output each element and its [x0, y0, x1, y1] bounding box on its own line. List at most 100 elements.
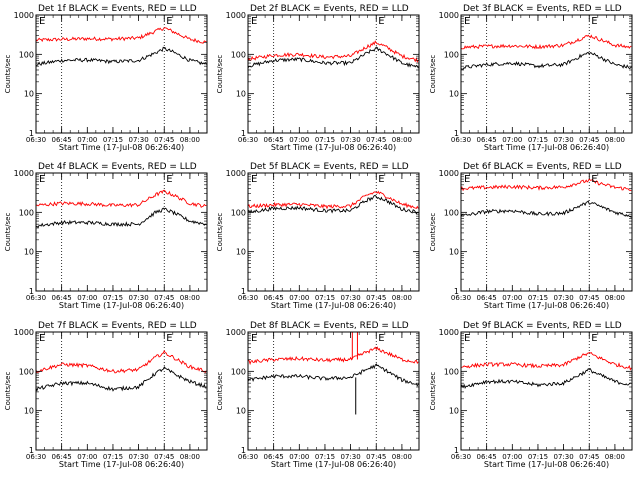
- y-tick-label: 1000: [226, 169, 246, 178]
- y-axis-label: Counts/sec: [4, 372, 12, 411]
- y-tick-label: 10: [24, 248, 34, 257]
- x-tick-label: 07:00: [502, 294, 522, 302]
- x-tick-label: 07:45: [154, 294, 174, 302]
- panel-det-9: Det 9f BLACK = Events, RED = LLD 1 10 100 10…: [429, 321, 633, 469]
- panel-det-1: Det 1f BLACK = Events, RED = LLD 1 10 100 10…: [4, 4, 208, 152]
- y-tick-label: 10: [24, 90, 34, 99]
- y-tick-label: 100: [444, 50, 459, 59]
- e-marker-label: E: [591, 333, 597, 344]
- y-tick-label: 100: [19, 208, 34, 217]
- y-tick-label: 10: [24, 407, 34, 416]
- y-axis-label: Counts/sec: [429, 55, 437, 94]
- x-tick-label: 07:15: [315, 294, 335, 302]
- x-tick-label: 07:30: [554, 453, 574, 461]
- plot-frame: [460, 14, 633, 134]
- x-tick-label: 06:30: [26, 136, 46, 144]
- y-tick-label: 1: [454, 129, 459, 138]
- x-axis-label: Start Time (17-Jul-08 06:26:40): [484, 143, 609, 152]
- y-tick-label: 1: [241, 129, 246, 138]
- panel-title: Det 1f BLACK = Events, RED = LLD: [38, 4, 197, 14]
- x-tick-label: 07:15: [528, 294, 548, 302]
- x-tick-label: 08:00: [605, 453, 625, 461]
- panel-det-6: Det 6f BLACK = Events, RED = LLD 1 10 100 10…: [429, 162, 633, 310]
- x-tick-label: 06:45: [477, 136, 497, 144]
- y-tick-label: 1: [29, 287, 34, 296]
- plot-frame: [35, 172, 208, 292]
- x-tick-label: 06:30: [451, 136, 471, 144]
- x-tick-label: 07:45: [154, 136, 174, 144]
- y-axis-label: Counts/sec: [4, 213, 12, 252]
- plot-frame: [460, 331, 633, 451]
- e-marker-label: E: [591, 16, 597, 27]
- x-tick-label: 07:30: [554, 294, 574, 302]
- events-series-line: [247, 46, 419, 69]
- y-tick-label: 10: [449, 90, 459, 99]
- x-axis-label: Start Time (17-Jul-08 06:26:40): [271, 143, 396, 152]
- x-tick-label: 07:45: [579, 453, 599, 461]
- e-marker-label: E: [378, 333, 384, 344]
- x-tick-label: 07:15: [528, 136, 548, 144]
- x-tick-label: 08:00: [180, 136, 200, 144]
- y-tick-label: 1000: [14, 328, 34, 337]
- x-tick-label: 07:45: [366, 453, 386, 461]
- x-tick-label: 06:30: [451, 294, 471, 302]
- x-tick-label: 07:30: [129, 453, 149, 461]
- e-marker-label: E: [251, 174, 257, 185]
- x-tick-label: 06:30: [451, 453, 471, 461]
- lld-series-line: [460, 34, 632, 50]
- x-tick-label: 07:15: [103, 136, 123, 144]
- y-tick-label: 100: [231, 50, 246, 59]
- x-tick-label: 07:30: [129, 136, 149, 144]
- e-marker-label: E: [464, 333, 470, 344]
- plot-frame: [247, 14, 420, 134]
- lld-series-line: [35, 27, 207, 44]
- y-tick-label: 100: [444, 208, 459, 217]
- x-tick-label: 06:30: [26, 453, 46, 461]
- panel-title: Det 6f BLACK = Events, RED = LLD: [463, 162, 622, 172]
- e-marker-label: E: [166, 16, 172, 27]
- panel-title: Det 3f BLACK = Events, RED = LLD: [463, 4, 622, 14]
- x-tick-label: 06:45: [264, 453, 284, 461]
- x-tick-label: 07:00: [77, 453, 97, 461]
- y-tick-label: 1000: [14, 169, 34, 178]
- x-tick-label: 07:15: [315, 453, 335, 461]
- panel-det-8: Det 8f BLACK = Events, RED = LLD 1 10 100 10…: [216, 321, 420, 469]
- y-tick-label: 10: [236, 248, 246, 257]
- x-tick-label: 06:30: [238, 294, 258, 302]
- x-axis-label: Start Time (17-Jul-08 06:26:40): [271, 460, 396, 469]
- y-tick-label: 100: [231, 208, 246, 217]
- x-tick-label: 07:30: [341, 136, 361, 144]
- panel-title: Det 7f BLACK = Events, RED = LLD: [38, 321, 197, 331]
- x-tick-label: 07:45: [154, 453, 174, 461]
- e-marker-label: E: [39, 333, 45, 344]
- x-tick-label: 08:00: [180, 294, 200, 302]
- x-axis-label: Start Time (17-Jul-08 06:26:40): [271, 301, 396, 310]
- x-tick-label: 07:30: [554, 136, 574, 144]
- y-axis-label: Counts/sec: [429, 213, 437, 252]
- x-tick-label: 07:30: [341, 453, 361, 461]
- x-tick-label: 06:30: [238, 136, 258, 144]
- lld-series-line: [247, 190, 419, 210]
- events-series-line: [460, 200, 632, 218]
- x-tick-label: 07:45: [579, 136, 599, 144]
- y-tick-label: 100: [444, 367, 459, 376]
- y-tick-label: 1000: [226, 328, 246, 337]
- x-axis-label: Start Time (17-Jul-08 06:26:40): [484, 301, 609, 310]
- x-tick-label: 07:00: [502, 453, 522, 461]
- x-tick-label: 08:00: [392, 136, 412, 144]
- x-tick-label: 07:00: [289, 294, 309, 302]
- x-tick-label: 06:45: [52, 294, 72, 302]
- x-tick-label: 07:45: [366, 294, 386, 302]
- events-series-line: [460, 368, 632, 390]
- x-tick-label: 07:15: [315, 136, 335, 144]
- x-tick-label: 08:00: [605, 294, 625, 302]
- y-tick-label: 10: [236, 90, 246, 99]
- lld-series-line: [35, 189, 207, 208]
- lld-series-line: [247, 40, 419, 63]
- x-tick-label: 06:30: [26, 294, 46, 302]
- x-tick-label: 07:30: [129, 294, 149, 302]
- lld-series-line: [35, 349, 207, 374]
- panel-det-4: Det 4f BLACK = Events, RED = LLD 1 10 100 10…: [4, 162, 208, 310]
- lld-series-line: [460, 351, 632, 371]
- e-marker-label: E: [166, 333, 172, 344]
